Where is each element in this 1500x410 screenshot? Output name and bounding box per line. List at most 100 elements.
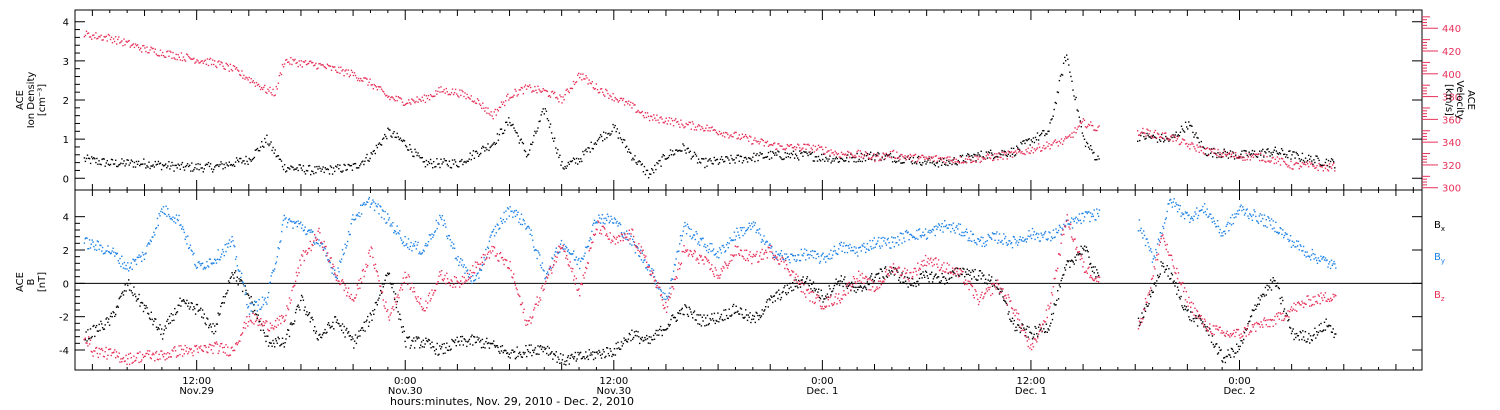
- data-point: [164, 213, 166, 215]
- data-point: [1048, 143, 1050, 145]
- data-point: [1005, 152, 1007, 154]
- data-point: [933, 276, 935, 278]
- data-point: [1177, 134, 1179, 136]
- data-point: [150, 240, 152, 243]
- data-point: [899, 155, 901, 157]
- data-point: [837, 281, 839, 283]
- data-point: [638, 255, 640, 257]
- data-point: [209, 258, 212, 260]
- data-point: [299, 64, 301, 66]
- data-point: [457, 95, 459, 97]
- data-point: [413, 337, 415, 339]
- data-point: [494, 225, 497, 228]
- data-point: [815, 156, 818, 158]
- data-point: [663, 298, 665, 300]
- data-point: [401, 331, 404, 333]
- data-point: [652, 334, 655, 337]
- data-point: [700, 325, 703, 327]
- data-point: [238, 270, 240, 272]
- data-point: [503, 211, 505, 214]
- data-point: [134, 43, 137, 45]
- data-point: [173, 57, 175, 59]
- data-point: [379, 143, 382, 146]
- data-point: [587, 83, 589, 85]
- data-point: [459, 261, 461, 263]
- data-point: [1265, 294, 1267, 296]
- data-point: [1172, 140, 1174, 142]
- data-point: [794, 153, 797, 155]
- data-point: [327, 168, 330, 171]
- data-point: [1053, 140, 1055, 143]
- data-point: [1074, 127, 1076, 129]
- data-point: [685, 225, 687, 227]
- data-point: [490, 111, 492, 113]
- data-point: [1211, 151, 1213, 153]
- data-point: [1205, 154, 1208, 157]
- data-point: [379, 86, 382, 88]
- data-point: [863, 242, 865, 245]
- data-point: [989, 149, 992, 151]
- data-point: [707, 130, 709, 132]
- data-point: [1185, 306, 1187, 308]
- data-point: [360, 329, 362, 331]
- data-point: [107, 33, 110, 36]
- data-point: [200, 167, 202, 169]
- data-point: [1224, 153, 1226, 155]
- data-point: [788, 259, 790, 261]
- data-point: [1046, 331, 1048, 333]
- data-point: [699, 125, 701, 127]
- data-point: [200, 60, 202, 63]
- data-point: [1304, 157, 1307, 159]
- data-point: [1044, 331, 1047, 333]
- data-point: [127, 159, 129, 161]
- data-point: [487, 247, 490, 249]
- data-point: [1296, 332, 1298, 335]
- data-point: [920, 236, 922, 238]
- data-point: [320, 336, 322, 338]
- data-point: [511, 96, 513, 98]
- data-point: [374, 85, 376, 87]
- data-point: [367, 198, 370, 200]
- data-point: [1316, 165, 1318, 167]
- data-point: [1211, 335, 1214, 337]
- data-point: [454, 339, 457, 341]
- data-point: [149, 49, 151, 51]
- data-point: [675, 118, 677, 120]
- data-point: [666, 123, 668, 125]
- data-point: [384, 279, 386, 281]
- data-point: [469, 343, 471, 345]
- data-point: [852, 155, 854, 157]
- data-point: [893, 246, 895, 248]
- data-point: [686, 123, 688, 126]
- data-point: [1312, 163, 1314, 165]
- data-point: [288, 61, 290, 63]
- data-point: [493, 344, 496, 347]
- data-point: [285, 59, 287, 61]
- data-point: [1084, 145, 1087, 148]
- data-point: [116, 43, 118, 45]
- data-point: [768, 144, 771, 146]
- data-point: [91, 335, 93, 338]
- data-point: [504, 129, 506, 132]
- data-point: [899, 232, 902, 234]
- data-point: [1038, 323, 1041, 326]
- data-point: [921, 154, 923, 157]
- data-point: [1052, 229, 1055, 231]
- data-point: [439, 345, 441, 347]
- data-point: [1252, 156, 1255, 158]
- data-point: [677, 250, 679, 252]
- data-point: [603, 94, 605, 96]
- data-point: [885, 153, 887, 156]
- data-point: [1084, 250, 1087, 252]
- data-point: [158, 328, 160, 330]
- data-point: [576, 263, 578, 266]
- data-point: [867, 283, 869, 286]
- data-point: [88, 248, 90, 250]
- data-point: [148, 242, 150, 244]
- data-point: [811, 283, 813, 285]
- data-point: [511, 124, 513, 126]
- data-point: [1010, 243, 1012, 245]
- data-point: [718, 257, 720, 259]
- data-point: [105, 318, 107, 320]
- data-point: [608, 97, 610, 99]
